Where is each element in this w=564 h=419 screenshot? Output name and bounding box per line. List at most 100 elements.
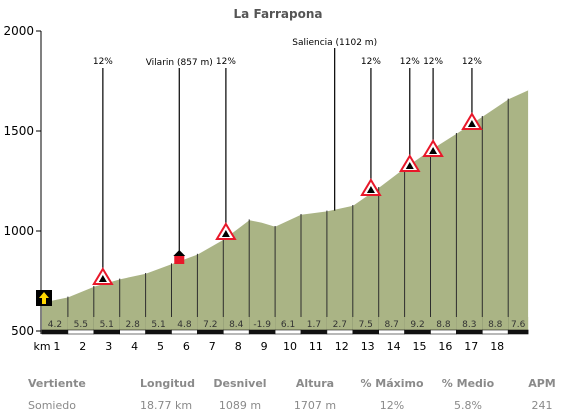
km-strip-17 <box>456 329 483 335</box>
km-band-19 <box>508 317 529 331</box>
segment-gradient-4: 2.8 <box>125 320 140 330</box>
km-band-10 <box>275 317 301 331</box>
segment-gradient-7: 7.2 <box>203 320 217 330</box>
segment-gradient-12: 2.7 <box>333 320 347 330</box>
stats-header-longitud: Longitud <box>140 377 196 390</box>
km-band-12 <box>326 317 353 331</box>
stats-maximo: 12% <box>379 399 405 412</box>
km-band-15 <box>404 317 431 331</box>
segment-gradient-19: 7.6 <box>511 320 526 330</box>
x-tick-label-11: 11 <box>309 340 323 353</box>
x-tick-label-1: 1 <box>53 340 60 353</box>
x-tick-label-3: 3 <box>105 340 112 353</box>
stats-desnivel: 1089 m <box>218 399 262 412</box>
km-band-4 <box>119 317 146 331</box>
segment-gradient-17: 8.3 <box>462 320 476 330</box>
x-tick-label-6: 6 <box>183 340 190 353</box>
steep-mountain-glyph-7 <box>467 120 476 127</box>
steep-label-4: 12% <box>361 57 381 67</box>
village-roof-icon <box>173 250 186 256</box>
km-strip-3 <box>93 329 121 335</box>
km-band-5 <box>145 317 172 331</box>
x-axis-label: km <box>33 340 50 353</box>
y-tick-label-500: 500 <box>11 324 34 338</box>
km-strip-16 <box>430 329 457 335</box>
km-strip-1 <box>41 329 69 335</box>
km-strip-13 <box>352 329 379 335</box>
segment-gradient-8: 8.4 <box>229 320 244 330</box>
y-tick-label-1500: 1500 <box>3 124 34 138</box>
km-strip-6 <box>171 329 198 335</box>
km-strip-5 <box>145 329 172 335</box>
x-tick-label-7: 7 <box>209 340 216 353</box>
place-label-1: Vilarin (857 m) <box>146 58 213 68</box>
stats-header-vertiente: Vertiente <box>28 377 86 390</box>
km-strip-12 <box>326 329 354 335</box>
chart-title: La Farrapona <box>234 7 323 21</box>
km-strip-4 <box>119 329 146 335</box>
stats-altura: 1707 m <box>293 399 337 412</box>
km-band-7 <box>197 317 224 331</box>
km-band-14 <box>378 317 405 331</box>
km-band-11 <box>301 317 327 331</box>
segment-gradient-14: 8.7 <box>384 320 398 330</box>
km-strip-19 <box>507 329 529 335</box>
stats-header-desnivel: Desnivel <box>213 377 267 390</box>
x-tick-label-8: 8 <box>235 340 242 353</box>
km-strip-11 <box>300 329 328 335</box>
km-band-8 <box>223 317 250 331</box>
steep-label-0: 12% <box>93 57 113 67</box>
steep-mountain-glyph-4 <box>366 186 375 193</box>
segment-gradient-18: 8.8 <box>488 320 503 330</box>
segment-gradient-16: 8.8 <box>436 320 451 330</box>
segment-gradient-3: 5.1 <box>100 320 114 330</box>
profile-area <box>42 89 529 331</box>
km-band-13 <box>352 317 379 331</box>
x-tick-label-14: 14 <box>387 340 401 353</box>
plot-area: 4.2 5.5 5.1 2.8 5.1 4.8 7.2 8.4 -1.9 6.1 1.7 2.7 7.5… <box>3 24 529 353</box>
x-tick-label-18: 18 <box>490 340 504 353</box>
x-tick-label-13: 13 <box>361 340 375 353</box>
stats-header-apm: APM <box>528 377 556 390</box>
segment-gradient-1: 4.2 <box>48 320 62 330</box>
village-marker-icon <box>174 256 185 264</box>
steep-mountain-glyph-6 <box>429 147 438 154</box>
stats-header-maximo: % Máximo <box>360 377 424 390</box>
stats-longitud: 18.77 km <box>140 399 193 412</box>
steep-mountain-glyph-2 <box>221 230 230 237</box>
steep-label-6: 12% <box>423 57 443 67</box>
x-tick-label-15: 15 <box>413 340 427 353</box>
steep-label-5: 12% <box>400 57 420 67</box>
km-band-2 <box>67 317 94 331</box>
x-tick-label-4: 4 <box>131 340 138 353</box>
x-tick-label-5: 5 <box>157 340 164 353</box>
km-strip-9 <box>248 329 276 335</box>
steep-label-2: 12% <box>216 57 236 67</box>
km-band-16 <box>430 317 457 331</box>
stats-apm: 241 <box>531 399 553 412</box>
x-tick-label-10: 10 <box>283 340 297 353</box>
steep-mountain-glyph-0 <box>98 275 107 282</box>
km-strip-2 <box>67 329 95 335</box>
place-label-3: Saliencia (1102 m) <box>292 38 377 48</box>
km-strip-14 <box>378 329 405 335</box>
steep-mountain-glyph-5 <box>405 162 414 169</box>
segment-gradient-2: 5.5 <box>74 320 88 330</box>
x-tick-label-9: 9 <box>261 340 268 353</box>
x-tick-label-16: 16 <box>438 340 452 353</box>
km-band-17 <box>456 317 483 331</box>
segment-gradient-6: 4.8 <box>177 320 192 330</box>
x-tick-label-12: 12 <box>335 340 349 353</box>
steep-label-7: 12% <box>462 57 482 67</box>
km-band-1 <box>42 317 68 331</box>
stats-vertiente: Somiedo <box>28 399 76 412</box>
km-strip-10 <box>274 329 302 335</box>
segment-gradient-10: 6.1 <box>281 320 295 330</box>
segment-gradient-5: 5.1 <box>151 320 165 330</box>
x-tick-label-2: 2 <box>79 340 86 353</box>
km-band-18 <box>482 317 509 331</box>
stats-medio: 5.8% <box>454 399 482 412</box>
km-strip-18 <box>481 329 509 335</box>
km-band-6 <box>171 317 198 331</box>
